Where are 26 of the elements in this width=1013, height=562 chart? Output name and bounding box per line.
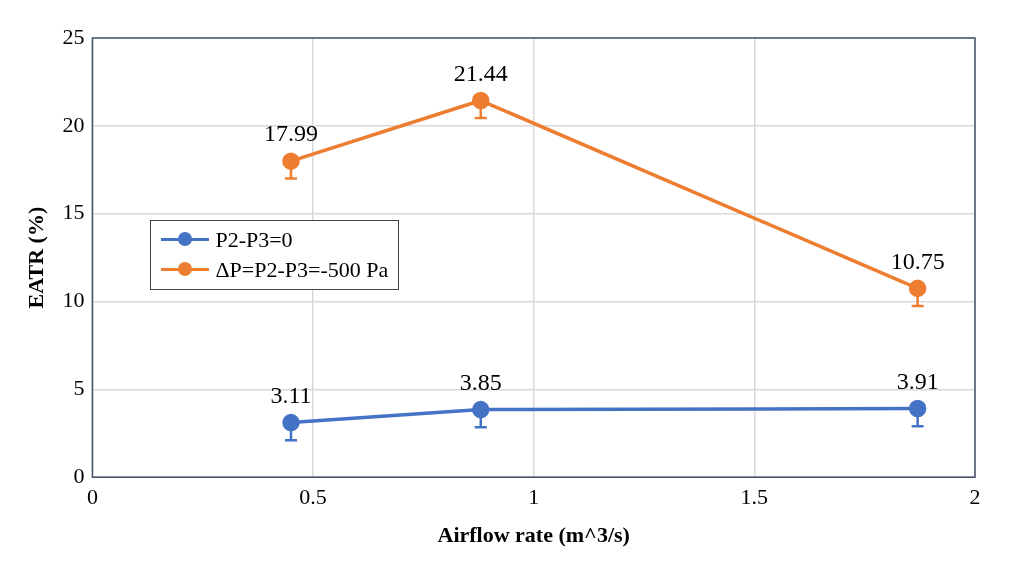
y-tick-label: 5 [73, 375, 85, 401]
data-label: 10.75 [890, 247, 945, 274]
data-label: 3.91 [896, 367, 939, 394]
point [471, 91, 490, 110]
x-tick-label: 2 [969, 484, 981, 510]
point [908, 399, 927, 418]
data-label: 17.99 [263, 120, 318, 147]
point [908, 279, 927, 298]
x-axis-title: Airflow rate (m^3/s) [437, 522, 630, 548]
y-tick-label: 10 [62, 287, 85, 313]
y-tick-label: 15 [62, 199, 85, 225]
y-tick-label: 25 [62, 23, 85, 49]
x-tick-label: 0.5 [299, 484, 327, 510]
legend-label: P2-P3=0 [215, 226, 293, 253]
x-tick-label: 1 [528, 484, 540, 510]
y-axis-title: EATR (%) [22, 206, 48, 309]
legend-label: ΔP=P2-P3=-500 Pa [215, 256, 389, 283]
point [282, 413, 300, 432]
data-label: 3.11 [270, 381, 312, 408]
y-tick-label: 0 [73, 462, 85, 488]
point [282, 152, 300, 170]
data-label: 3.85 [459, 368, 502, 395]
data-label: 21.44 [453, 59, 508, 86]
y-tick-label: 20 [62, 111, 85, 137]
x-tick-label: 1.5 [740, 484, 769, 510]
point [471, 400, 490, 419]
